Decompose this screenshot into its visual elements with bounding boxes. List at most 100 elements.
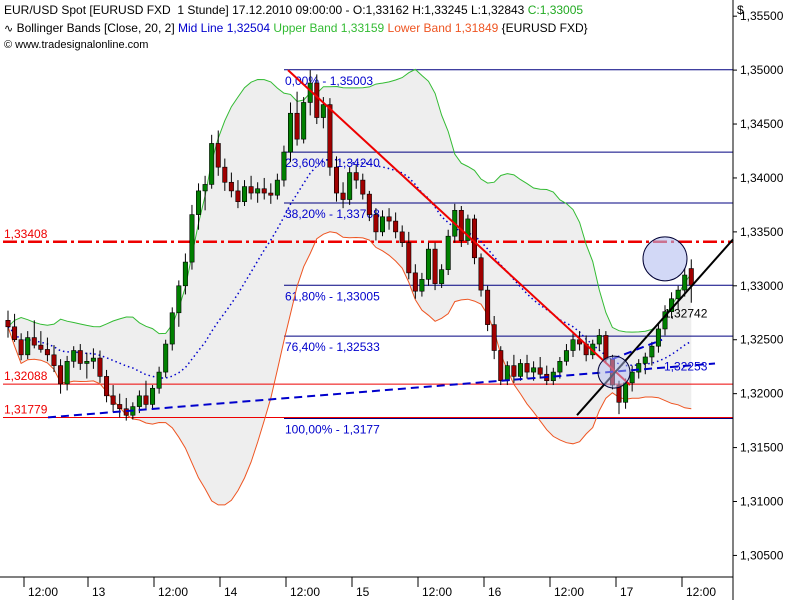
lower-band-legend: Lower Band 1,31849 xyxy=(387,21,499,35)
trend-lines: 1,32742 1,32253 xyxy=(47,69,734,419)
candle-body xyxy=(629,371,635,384)
y-tick-label: 1,30500 xyxy=(740,548,784,562)
candle-body xyxy=(432,248,438,284)
fib-label-2: 38,20% - 1,33768 xyxy=(285,207,380,221)
candle-body xyxy=(228,181,234,192)
symbol-label: {EURUSD FXD} xyxy=(501,21,588,35)
candle-body xyxy=(235,190,241,202)
mid-line-legend: Mid Line 1,32504 xyxy=(178,21,271,35)
candle-body xyxy=(281,151,287,181)
y-tick-label: 1,31500 xyxy=(740,441,784,455)
candle-body xyxy=(110,395,116,405)
candle-body xyxy=(222,166,228,183)
x-tick-label: 12:00 xyxy=(290,585,320,599)
y-tick-label: 1,34000 xyxy=(740,171,784,185)
candle-body xyxy=(557,360,563,373)
x-tick-label: 12:00 xyxy=(686,585,716,599)
candle-body xyxy=(675,289,681,300)
x-tick-label: 12:00 xyxy=(28,585,58,599)
candle-body xyxy=(18,339,24,356)
x-tick-label: 14 xyxy=(224,585,238,599)
close-value: C:1,33005 xyxy=(527,3,584,17)
x-tick-label: 13 xyxy=(92,585,106,599)
candle-body xyxy=(104,376,110,397)
candle-body xyxy=(64,360,70,385)
highlight-circle-top xyxy=(642,236,688,282)
candle-body xyxy=(360,179,366,195)
candle-body xyxy=(288,112,294,153)
candle-body xyxy=(176,285,182,314)
y-tick-label: 1,33000 xyxy=(740,279,784,293)
candle-body xyxy=(320,104,326,118)
bollinger-band-fill xyxy=(8,69,692,505)
candle-body xyxy=(511,365,517,377)
candle-body xyxy=(636,363,642,373)
candle-body xyxy=(242,186,248,202)
candle-body xyxy=(386,216,392,222)
y-tick-label: 1,32500 xyxy=(740,333,784,347)
candle-body xyxy=(136,395,142,407)
candle-body xyxy=(97,357,103,377)
candle-body xyxy=(31,337,37,346)
indicator-icon: ∿ xyxy=(4,23,14,35)
candle-body xyxy=(71,350,77,362)
y-tick-label: 1,35000 xyxy=(740,63,784,77)
candle-body xyxy=(5,320,11,328)
candle-body xyxy=(655,328,661,347)
candle-body xyxy=(274,179,280,196)
instrument-title: EUR/USD Spot [EURUSD FXD 1 Stunde] xyxy=(4,3,229,17)
candle-body xyxy=(537,367,543,375)
candle-body xyxy=(531,367,537,373)
fib-label-0: 0,00% - 1,35003 xyxy=(285,74,373,88)
x-tick-label: 17 xyxy=(620,585,634,599)
highlight-circle-bottom xyxy=(597,355,631,389)
candle-body xyxy=(169,312,175,345)
level-label-1: 1,32088 xyxy=(4,369,48,383)
candle-body xyxy=(189,214,195,263)
candle-body xyxy=(261,188,267,194)
ohlc-values: - O:1,33162 H:1,33245 L:1,32843 xyxy=(345,3,525,17)
candle-body xyxy=(301,102,307,140)
candle-body xyxy=(596,335,602,345)
x-tick-label: 12:00 xyxy=(158,585,188,599)
candle-body xyxy=(419,279,425,292)
candle-body xyxy=(143,395,149,405)
candle-body xyxy=(478,257,484,291)
candle-body xyxy=(485,289,491,325)
candle-body xyxy=(399,231,405,243)
candle-body xyxy=(570,339,576,351)
fibonacci-retracement: 0,00% - 1,35003 23,60% - 1,34240 38,20% - … xyxy=(284,69,733,436)
candle-body xyxy=(458,210,464,241)
candle-body xyxy=(353,172,359,181)
black-uptrend-line xyxy=(576,238,734,416)
candle-body xyxy=(517,363,523,377)
annotation-1: 1,32253 xyxy=(664,359,708,373)
header-line-1: EUR/USD Spot [EURUSD FXD 1 Stunde] 17.12… xyxy=(4,3,583,17)
candle-body xyxy=(268,192,274,196)
candle-body xyxy=(333,166,339,194)
candle-body xyxy=(406,242,412,274)
candle-body xyxy=(327,104,333,168)
blue-support-line xyxy=(47,362,716,419)
candle-body xyxy=(642,356,648,364)
candle-body xyxy=(25,337,31,356)
candle-body xyxy=(504,365,510,382)
y-tick-label: 1,31000 xyxy=(740,495,784,509)
candle-body xyxy=(412,272,418,292)
candle-body xyxy=(12,326,18,341)
candle-body xyxy=(58,365,64,385)
fib-label-5: 100,00% - 1,3177 xyxy=(285,422,380,436)
candle-body xyxy=(90,357,96,362)
candle-body xyxy=(682,274,688,291)
candle-body xyxy=(182,261,188,287)
fib-label-1: 23,60% - 1,34240 xyxy=(285,156,380,170)
candle-body xyxy=(603,335,609,360)
lower-band-line xyxy=(7,231,692,506)
currency-label: $ xyxy=(737,3,744,17)
candle-body xyxy=(248,186,254,194)
candle-body xyxy=(202,184,208,192)
candle-body xyxy=(524,363,530,373)
copyright: © www.tradesignalonline.com xyxy=(4,39,149,51)
